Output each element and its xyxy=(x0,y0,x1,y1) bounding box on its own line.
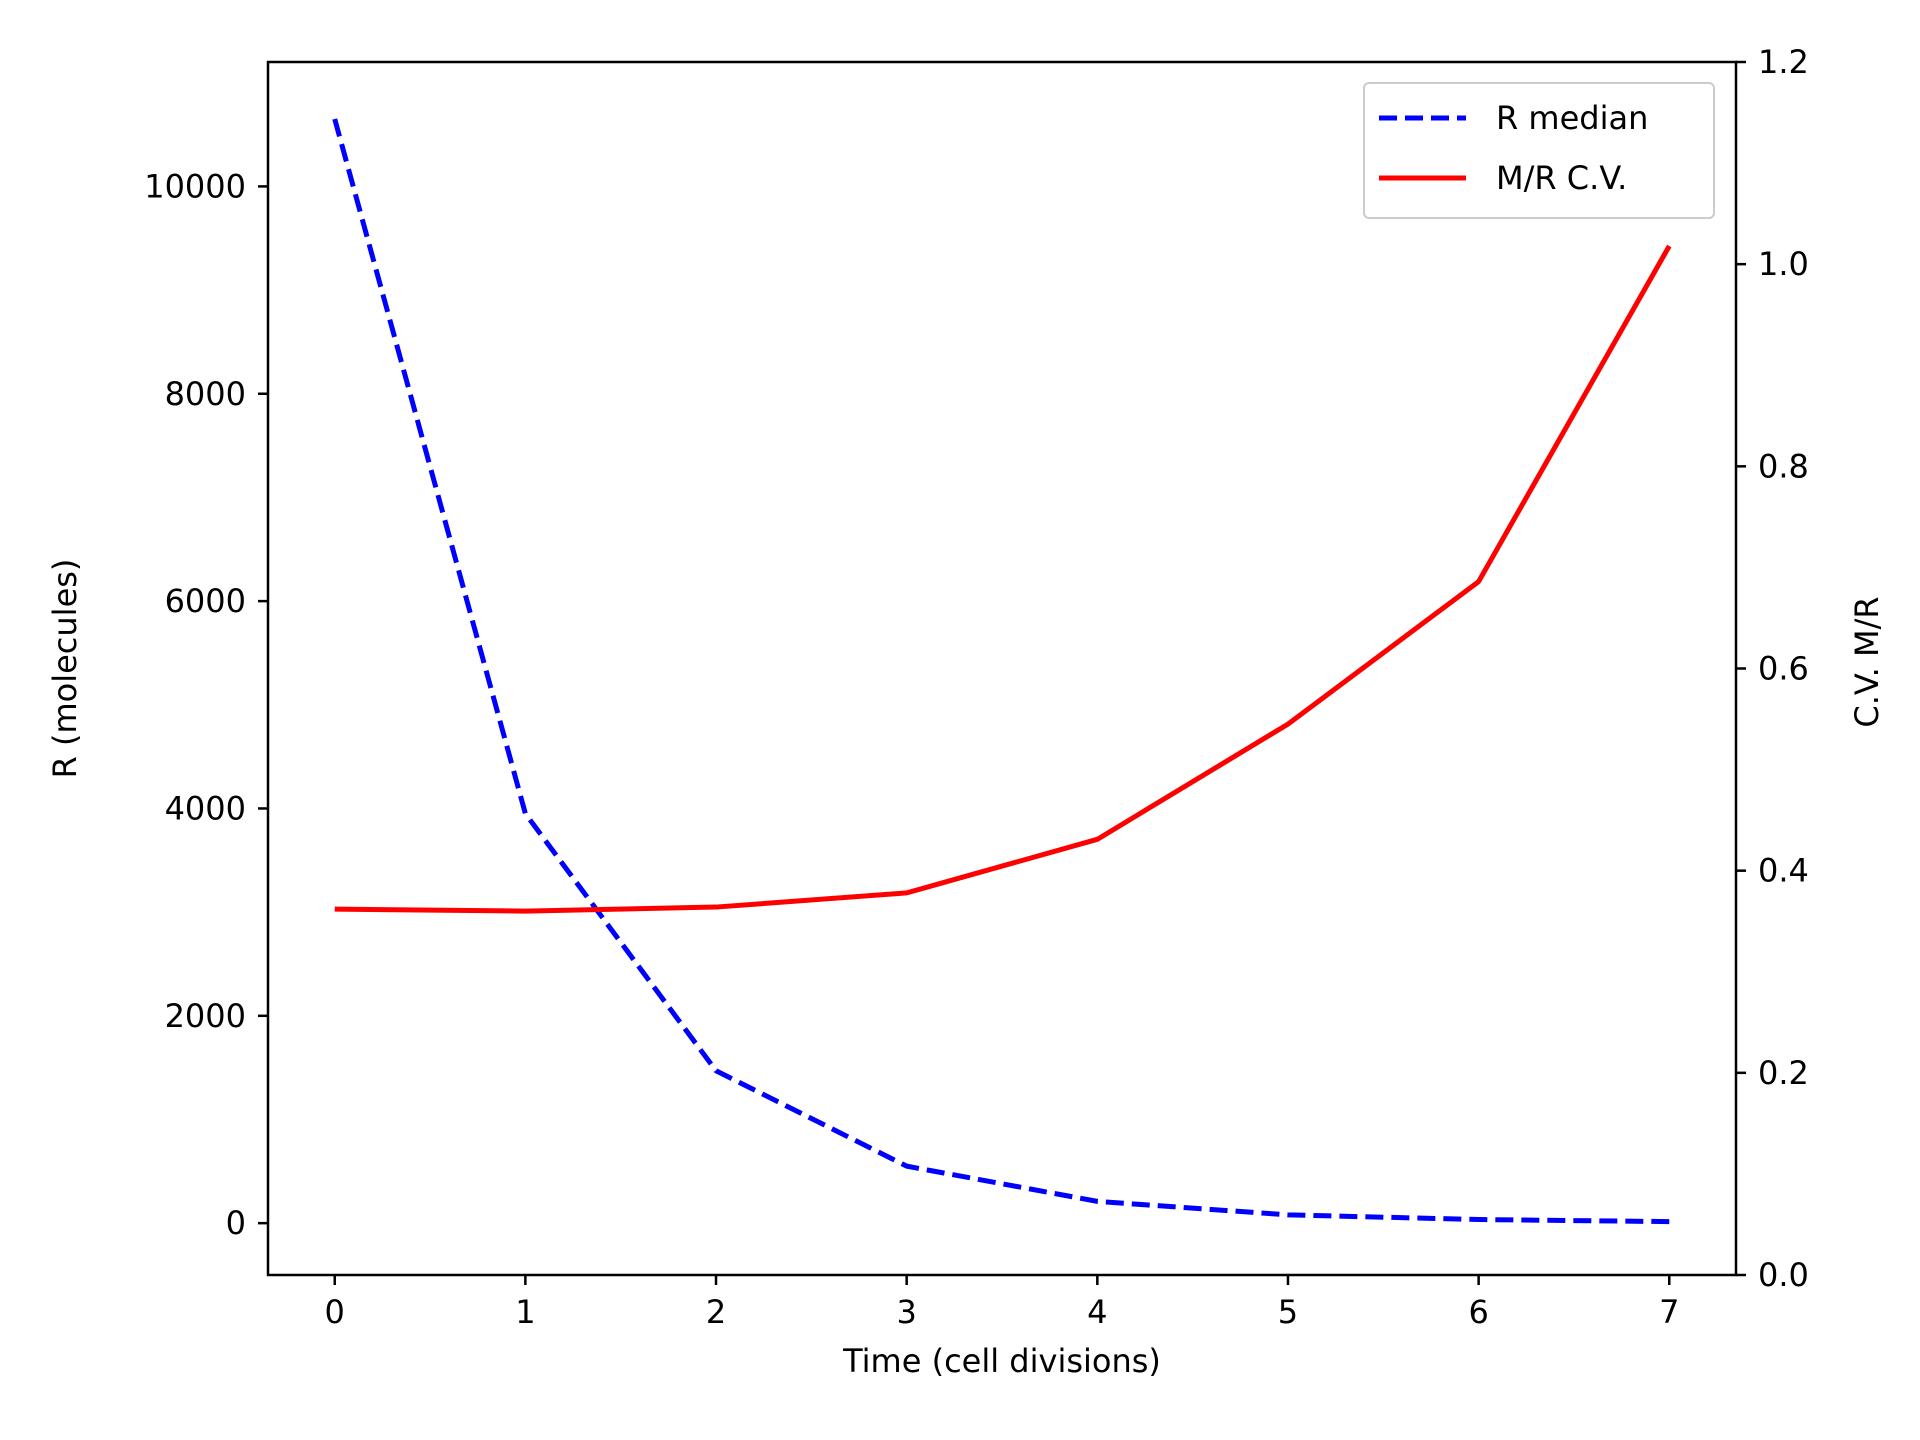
left-y-tick-label: 10000 xyxy=(144,167,246,205)
series-line-1 xyxy=(334,244,1672,914)
x-tick-label: 6 xyxy=(1468,1293,1488,1331)
right-y-tick-label: 0.2 xyxy=(1758,1054,1809,1092)
x-tick-label: 0 xyxy=(325,1293,345,1331)
plot-frame xyxy=(266,60,1738,1277)
series-line-0 xyxy=(332,118,1670,1225)
left-y-tick-label: 6000 xyxy=(165,582,246,620)
right-y-tick-label: 0.8 xyxy=(1758,447,1809,485)
x-axis-ticks: 0 1 2 3 4 5 6 7 xyxy=(325,1275,1679,1331)
x-tick-label: 2 xyxy=(706,1293,726,1331)
right-y-tick-label: 1.0 xyxy=(1758,245,1809,283)
x-tick-label: 5 xyxy=(1278,1293,1298,1331)
right-y-axis-label: C.V. M/R xyxy=(1848,596,1886,727)
left-y-tick-label: 0 xyxy=(226,1204,246,1242)
x-axis-label: Time (cell divisions) xyxy=(842,1342,1161,1380)
right-y-axis-ticks: 0.0 0.2 0.4 0.6 0.8 1.0 1.2 xyxy=(1736,43,1809,1294)
right-y-tick-label: 1.2 xyxy=(1758,43,1809,81)
x-tick-label: 3 xyxy=(896,1293,916,1331)
left-y-axis-ticks: 0 2000 4000 6000 8000 10000 xyxy=(144,167,268,1242)
right-y-tick-label: 0.0 xyxy=(1758,1256,1809,1294)
left-y-tick-label: 8000 xyxy=(165,375,246,413)
legend-label-mr-cv: M/R C.V. xyxy=(1496,159,1627,197)
left-y-axis-label: R (molecules) xyxy=(46,559,84,779)
right-y-tick-label: 0.4 xyxy=(1758,852,1809,890)
series-layer xyxy=(332,118,1672,1225)
left-y-tick-label: 4000 xyxy=(165,789,246,827)
left-y-tick-label: 2000 xyxy=(165,997,246,1035)
x-tick-label: 1 xyxy=(515,1293,535,1331)
right-y-tick-label: 0.6 xyxy=(1758,650,1809,688)
x-tick-label: 4 xyxy=(1087,1293,1107,1331)
legend: R median M/R C.V. xyxy=(1363,82,1715,219)
legend-label-r-median: R median xyxy=(1496,99,1648,137)
x-tick-label: 7 xyxy=(1659,1293,1679,1331)
legend-box xyxy=(1363,82,1715,219)
